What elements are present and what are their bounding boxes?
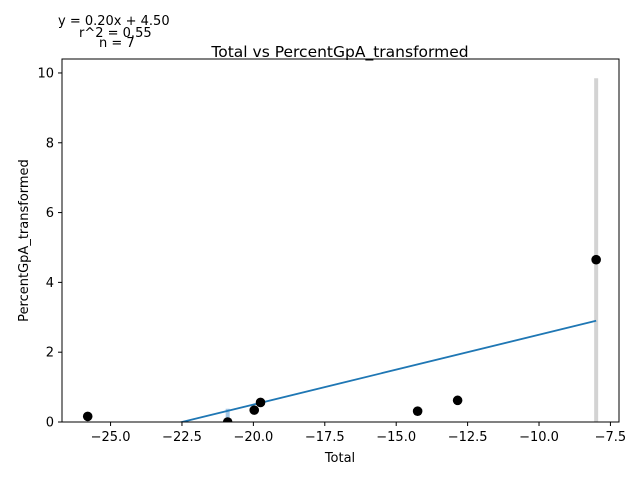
n-annotation: n = 7 (99, 36, 135, 51)
data-point-1 (222, 417, 233, 422)
x-tick-label: −20.0 (233, 430, 273, 445)
data-point-3 (255, 397, 266, 408)
r2-annotation: r^2 = 0.55 (79, 26, 152, 41)
y-axis-label: PercentGpA_transformed (17, 159, 32, 322)
equation-annotation: y = 0.20x + 4.50 (58, 14, 170, 29)
y-tick-label: 0 (46, 416, 54, 431)
x-tick-label: −10.0 (519, 430, 559, 445)
data-point-2 (249, 405, 260, 415)
y-tick-label: 10 (37, 66, 54, 81)
data-point-6 (591, 254, 601, 265)
data-point-5 (452, 395, 463, 406)
fit-line (178, 319, 597, 422)
x-tick-label: −25.0 (91, 430, 131, 445)
x-tick-label: −15.0 (376, 430, 416, 445)
x-tick-label: −12.5 (448, 430, 488, 445)
x-axis: −25.0 −22.5 −20.0 −17.5 −15.0 −12.5 −10.0 −7.5 (91, 422, 627, 445)
y-axis: 0 2 4 6 8 10 (37, 66, 62, 431)
plot-frame (61, 58, 620, 423)
x-axis-label: Total (324, 451, 355, 466)
x-tick-label: −22.5 (162, 430, 202, 445)
x-tick-label: −7.5 (595, 430, 627, 445)
data-point-0 (82, 411, 93, 422)
y-tick-label: 4 (46, 276, 54, 291)
y-tick-label: 6 (46, 206, 54, 221)
y-tick-label: 2 (46, 346, 54, 361)
data-point-4 (412, 406, 423, 416)
y-tick-label: 8 (46, 136, 54, 151)
plot-area (82, 78, 601, 422)
x-tick-label: −17.5 (305, 430, 345, 445)
chart-title: Total vs PercentGpA_transformed (210, 43, 468, 62)
